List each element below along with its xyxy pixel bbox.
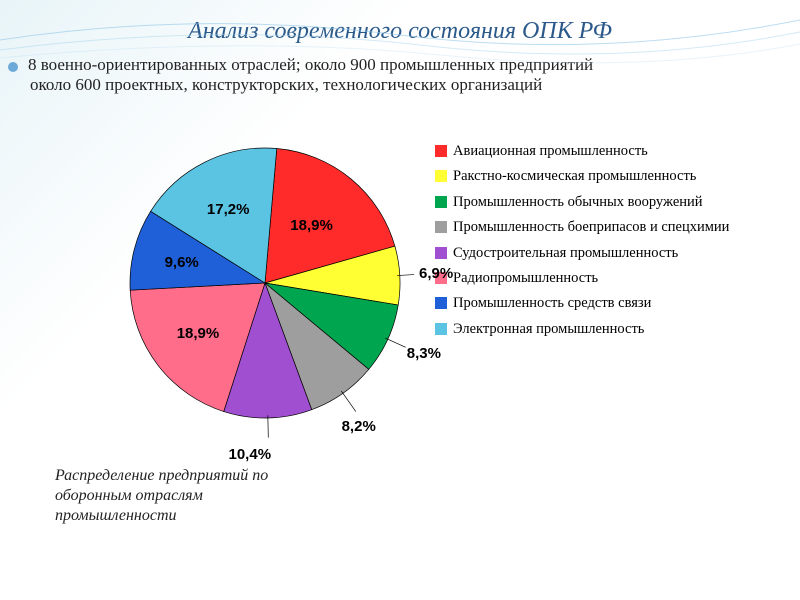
legend-item: Авиационная промышленность bbox=[435, 143, 800, 160]
legend-item: Промышленность обычных вооружений bbox=[435, 194, 800, 211]
legend-item: Промышленность средств связи bbox=[435, 295, 800, 312]
caption-line2: оборонным отраслям bbox=[55, 487, 203, 504]
legend-item: Судостроительная промышленность bbox=[435, 245, 800, 262]
subtitle-line2: около 600 проектных, конструкторских, те… bbox=[0, 75, 800, 95]
legend-label: Авиационная промышленность bbox=[453, 143, 648, 160]
legend-item: Промышленность боеприпасов и спецхимии bbox=[435, 219, 800, 236]
pie-slice-label: 9,6% bbox=[165, 254, 199, 271]
legend-item: Ракстно-космическая промышленность bbox=[435, 168, 800, 185]
pie-slice-label: 18,9% bbox=[177, 325, 220, 342]
pie-slice-label: 8,3% bbox=[407, 345, 441, 362]
legend-label: Промышленность средств связи bbox=[453, 295, 651, 312]
legend-label: Промышленность боеприпасов и спецхимии bbox=[453, 219, 729, 236]
legend-label: Промышленность обычных вооружений bbox=[453, 194, 703, 211]
subtitle-bullet-row: 8 военно-ориентированных отраслей; около… bbox=[0, 55, 800, 75]
legend-label: Радиопромышленность bbox=[453, 270, 598, 287]
bullet-icon bbox=[8, 62, 18, 72]
legend-item: Электронная промышленность bbox=[435, 321, 800, 338]
pie-slice-label: 10,4% bbox=[229, 446, 272, 463]
legend-item: Радиопромышленность bbox=[435, 270, 800, 287]
caption-line1: Распределение предприятий по bbox=[55, 467, 268, 484]
subtitle-line1: 8 военно-ориентированных отраслей; около… bbox=[28, 55, 593, 75]
leader-line bbox=[341, 391, 355, 411]
pie-chart-container: 18,9%6,9%8,3%8,2%10,4%18,9%9,6%17,2% Рас… bbox=[0, 113, 430, 526]
legend: Авиационная промышленность Ракстно-космич… bbox=[430, 113, 800, 526]
pie-slice-label: 18,9% bbox=[290, 217, 333, 234]
page-title: Анализ современного состояния ОПК РФ bbox=[0, 0, 800, 55]
legend-label: Ракстно-космическая промышленность bbox=[453, 168, 696, 185]
leader-line bbox=[385, 338, 405, 347]
pie-chart bbox=[40, 113, 440, 453]
pie-slice-label: 8,2% bbox=[342, 418, 376, 435]
legend-label: Судостроительная промышленность bbox=[453, 245, 678, 262]
caption-line3: промышленности bbox=[55, 507, 177, 524]
legend-label: Электронная промышленность bbox=[453, 321, 644, 338]
pie-slice-label: 6,9% bbox=[419, 265, 453, 282]
pie-slice-label: 17,2% bbox=[207, 201, 250, 218]
chart-caption: Распределение предприятий по оборонным о… bbox=[40, 466, 430, 526]
